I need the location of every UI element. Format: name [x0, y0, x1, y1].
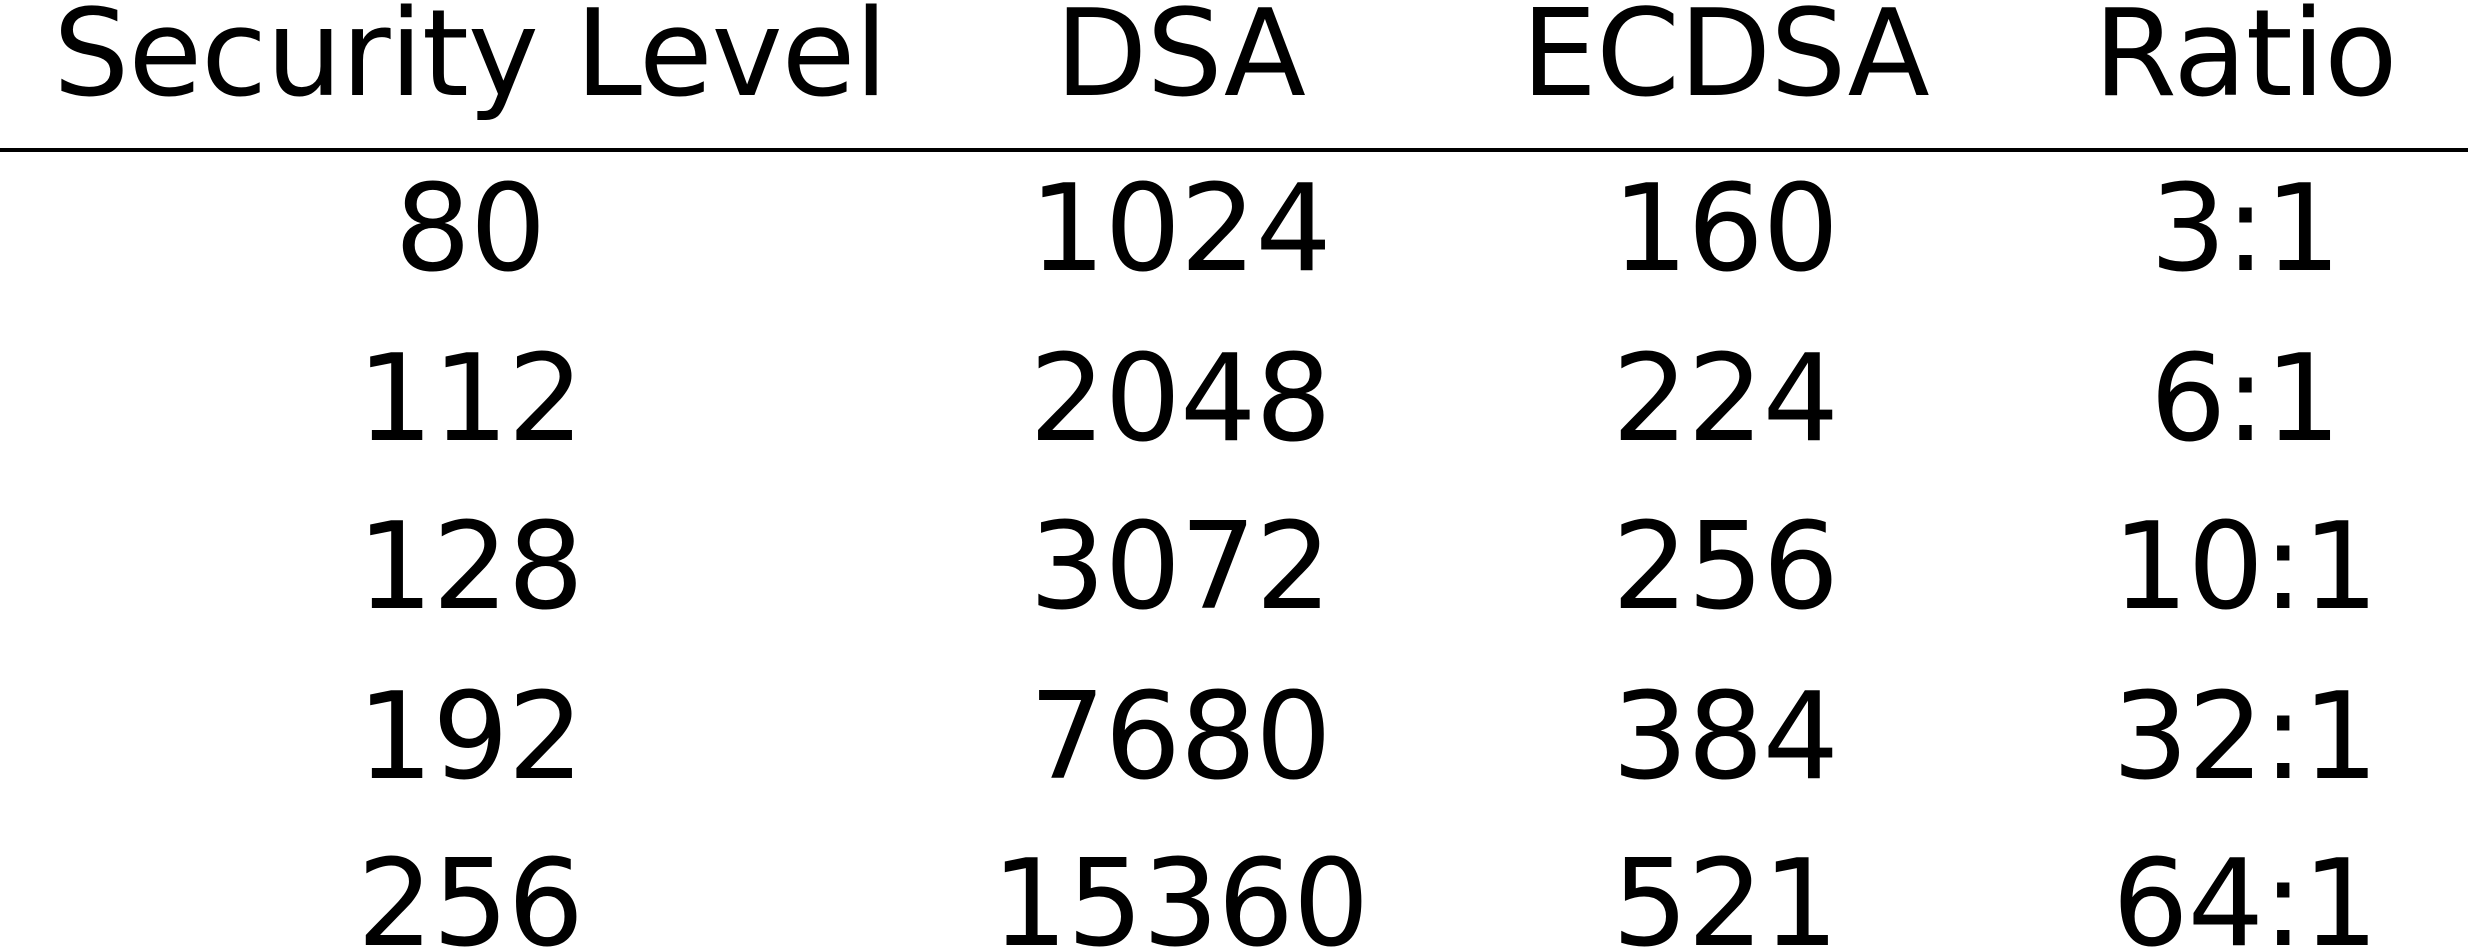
table-cell: 256: [1611, 498, 1839, 637]
header-security-level: Security Level: [53, 0, 888, 124]
table-cell: 32:1: [2112, 668, 2378, 807]
table-cell: 192: [356, 668, 584, 807]
table-cell: 224: [1611, 330, 1839, 469]
table-cell: 160: [1611, 160, 1839, 299]
table-cell: 521: [1611, 835, 1839, 952]
table-cell: 3:1: [2149, 160, 2341, 299]
table-cell: 3072: [1029, 498, 1331, 637]
table-cell: 6:1: [2149, 330, 2341, 469]
table-cell: 384: [1611, 668, 1839, 807]
table-cell: 2048: [1029, 330, 1331, 469]
header-ratio: Ratio: [2093, 0, 2397, 124]
table-cell: 256: [356, 835, 584, 952]
table-cell: 112: [356, 330, 584, 469]
table-cell: 10:1: [2112, 498, 2378, 637]
header-dsa: DSA: [1055, 0, 1306, 124]
table-cell: 64:1: [2112, 835, 2378, 952]
table-cell: 80: [394, 160, 547, 299]
table-cell: 128: [356, 498, 584, 637]
table-cell: 1024: [1029, 160, 1331, 299]
header-divider: [0, 148, 2468, 152]
table-cell: 7680: [1029, 668, 1331, 807]
header-ecdsa: ECDSA: [1521, 0, 1929, 124]
table-cell: 15360: [991, 835, 1370, 952]
